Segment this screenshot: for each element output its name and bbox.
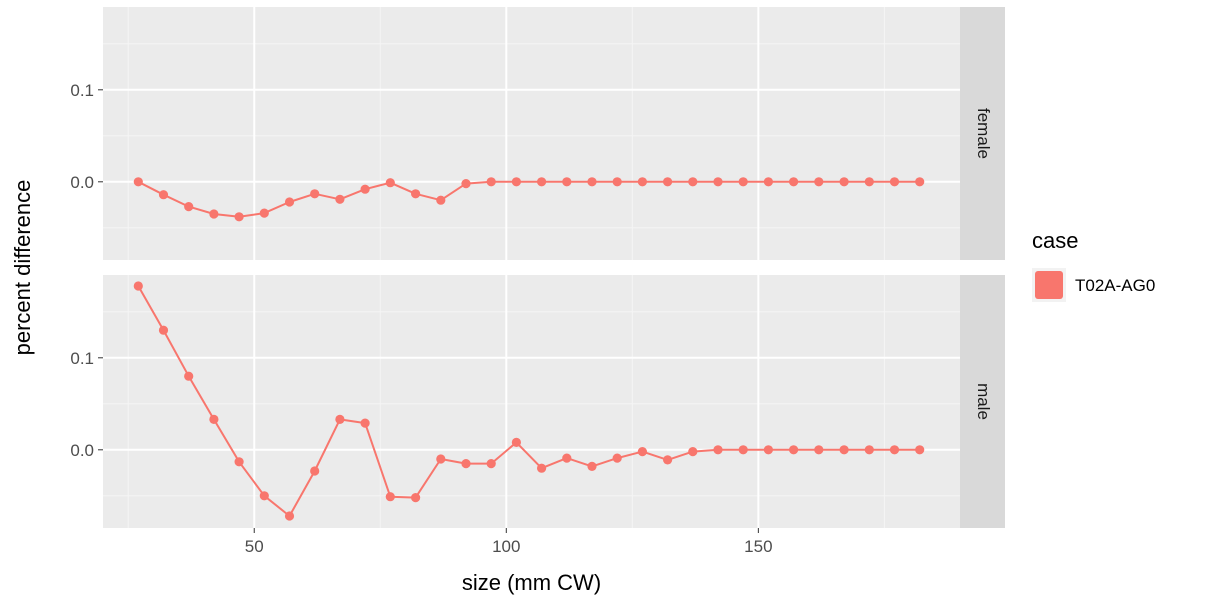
legend-label: T02A-AG0 <box>1075 276 1155 295</box>
data-point <box>234 457 244 467</box>
panel-male: 0.0 0.1 male <box>70 275 1005 528</box>
data-point <box>385 492 395 502</box>
data-point <box>663 177 673 187</box>
data-point <box>284 511 295 521</box>
data-point <box>234 212 244 222</box>
data-point <box>562 177 572 187</box>
data-point <box>184 371 194 381</box>
data-point <box>537 177 547 187</box>
data-point <box>814 177 824 187</box>
panels: 0.0 0.1 female 0.0 0.1 male <box>70 7 1005 528</box>
data-point <box>839 177 849 187</box>
data-point <box>839 445 849 455</box>
data-point <box>713 445 723 455</box>
data-point <box>537 463 547 473</box>
data-point <box>411 189 421 199</box>
data-point <box>209 209 219 219</box>
data-point <box>158 325 169 335</box>
data-point <box>335 194 345 204</box>
data-point <box>562 453 572 463</box>
x-axis-title: size (mm CW) <box>462 570 601 595</box>
data-point <box>133 177 143 187</box>
panel-background <box>103 275 960 528</box>
legend: case T02A-AG0 <box>1032 228 1155 302</box>
legend-title: case <box>1032 228 1078 253</box>
data-point <box>461 179 471 189</box>
panel-background <box>103 7 960 260</box>
facet-strip-label: female <box>974 108 993 159</box>
data-point <box>637 177 648 187</box>
y-tick-label: 0.0 <box>70 441 94 460</box>
data-point <box>688 447 698 457</box>
facet-strip <box>960 7 1005 260</box>
data-point <box>486 459 496 469</box>
data-point <box>763 177 774 187</box>
y-tick-label: 0.1 <box>70 81 94 100</box>
data-point <box>889 445 900 455</box>
data-point <box>637 447 648 457</box>
data-point <box>411 493 421 503</box>
panel-female: 0.0 0.1 female <box>70 7 1005 260</box>
data-point <box>688 177 698 187</box>
data-point <box>436 454 446 464</box>
data-point <box>335 414 345 424</box>
data-point <box>915 445 925 455</box>
data-point <box>360 184 370 194</box>
data-point <box>486 177 496 187</box>
facet-strip <box>960 275 1005 528</box>
y-tick-label: 0.1 <box>70 349 94 368</box>
data-point <box>864 177 874 187</box>
data-point <box>511 437 521 447</box>
data-point <box>284 197 295 207</box>
y-tick-label: 0.0 <box>70 173 94 192</box>
data-point <box>713 177 723 187</box>
legend-swatch <box>1035 271 1063 299</box>
legend-entries: T02A-AG0 <box>1032 268 1155 302</box>
data-point <box>360 418 370 428</box>
data-point <box>915 177 925 187</box>
x-tick-label: 150 <box>744 537 772 556</box>
facet-strip-label: male <box>974 383 993 420</box>
data-point <box>133 281 143 291</box>
x-tick-label: 50 <box>245 537 264 556</box>
x-tick-label: 100 <box>492 537 520 556</box>
data-point <box>587 177 597 187</box>
data-point <box>184 202 194 212</box>
data-point <box>738 177 748 187</box>
data-point <box>612 177 622 187</box>
data-point <box>158 190 169 200</box>
data-point <box>436 195 446 205</box>
legend-entry: T02A-AG0 <box>1032 268 1155 302</box>
data-point <box>310 189 320 199</box>
data-point <box>461 459 471 469</box>
data-point <box>763 445 774 455</box>
data-point <box>385 178 395 188</box>
data-point <box>259 208 269 218</box>
x-axis: 50 100 150 <box>245 528 773 556</box>
y-axis-title: percent difference <box>10 180 35 356</box>
data-point <box>864 445 874 455</box>
data-point <box>789 177 799 187</box>
data-point <box>889 177 900 187</box>
data-point <box>587 461 597 471</box>
data-point <box>310 466 320 476</box>
data-point <box>511 177 521 187</box>
data-point <box>612 453 622 463</box>
data-point <box>259 491 269 501</box>
data-point <box>814 445 824 455</box>
data-point <box>663 455 673 465</box>
data-point <box>738 445 748 455</box>
data-point <box>209 414 219 424</box>
data-point <box>789 445 799 455</box>
